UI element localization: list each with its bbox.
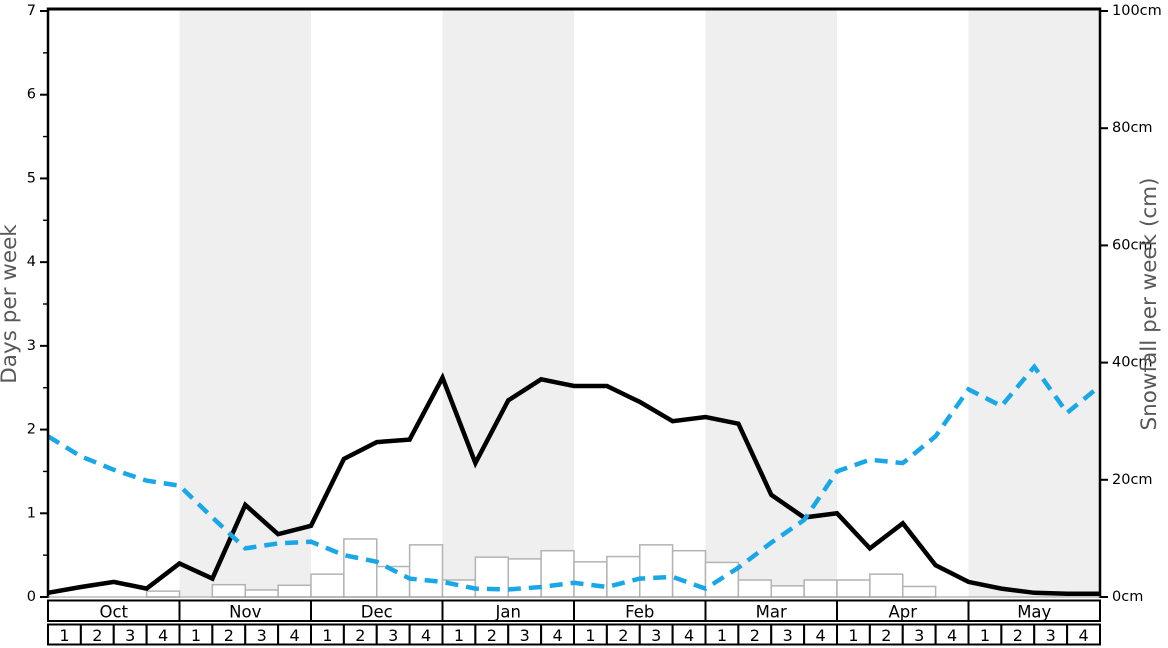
week-label: 1 — [59, 626, 69, 645]
snowfall-bar — [408, 544, 444, 598]
week-label: 2 — [92, 626, 102, 645]
month-label-oct: Oct — [99, 602, 128, 621]
week-label: 1 — [585, 626, 595, 645]
week-label: 1 — [322, 626, 332, 645]
snowfall-bar — [310, 573, 345, 598]
shaded-band-mar — [705, 10, 837, 597]
left-tick-label: 7 — [27, 3, 36, 19]
shaded-band-jan — [442, 10, 574, 597]
week-label: 4 — [552, 626, 562, 645]
month-shading-bands — [179, 10, 1100, 597]
week-label: 2 — [750, 626, 760, 645]
week-label: 1 — [717, 626, 727, 645]
snowfall-bar — [639, 544, 674, 598]
axes-and-ticks: 0 1 2 3 4 5 6 7 0cm 20cm 40cm 60cm 80cm 100cm — [27, 3, 1162, 605]
week-label: 4 — [1078, 626, 1088, 645]
week-label: 3 — [914, 626, 924, 645]
month-label-apr: Apr — [888, 602, 917, 621]
shaded-band-may — [968, 10, 1100, 597]
snowfall-bar — [737, 579, 772, 598]
week-label: 1 — [454, 626, 464, 645]
left-tick-label: 1 — [27, 505, 36, 521]
right-tick-label: 0cm — [1112, 589, 1143, 605]
month-week-table: Oct 1 2 3 4 Nov 1 2 3 4 Dec 1 2 3 4 Jan 1 2 3 4 Feb 1 2 3 4 Mar 1 2… — [47, 599, 1101, 646]
right-tick-label: 20cm — [1112, 472, 1153, 488]
week-label: 3 — [1046, 626, 1056, 645]
week-label: 4 — [947, 626, 957, 645]
left-tick-label: 3 — [27, 338, 36, 354]
left-tick-label: 0 — [27, 589, 36, 605]
month-cell — [967, 599, 1101, 622]
week-label: 2 — [881, 626, 891, 645]
month-label-jan: Jan — [495, 602, 521, 621]
week-label: 3 — [783, 626, 793, 645]
right-tick-label: 40cm — [1112, 355, 1153, 371]
days-per-week-black-solid-line — [47, 372, 1100, 596]
left-tick-label: 4 — [27, 254, 36, 270]
snowfall-bar — [606, 555, 641, 598]
week-label: 2 — [224, 626, 234, 645]
days-per-week-blue-dashed-line — [46, 363, 1102, 592]
left-tick-label: 5 — [27, 170, 36, 186]
month-label-mar: Mar — [756, 602, 787, 621]
week-label: 3 — [257, 626, 267, 645]
snowfall-bar — [803, 579, 838, 598]
week-label: 4 — [684, 626, 694, 645]
week-label: 2 — [1013, 626, 1023, 645]
left-tick-label: 2 — [27, 422, 36, 438]
right-tick-label: 60cm — [1112, 237, 1153, 253]
week-cell — [1066, 623, 1101, 646]
week-label: 1 — [980, 626, 990, 645]
left-axis-title: Days per week — [0, 224, 22, 384]
snowfall-bar — [573, 561, 608, 598]
snowfall-bar — [770, 585, 805, 598]
week-label: 2 — [487, 626, 497, 645]
snowfall-bar — [540, 549, 575, 598]
right-tick-label: 80cm — [1112, 120, 1153, 136]
snowfall-bar — [343, 538, 378, 598]
week-label: 3 — [520, 626, 530, 645]
week-label: 2 — [618, 626, 628, 645]
week-label: 4 — [289, 626, 299, 645]
week-label: 4 — [158, 626, 168, 645]
month-label-nov: Nov — [229, 602, 261, 621]
series-lines — [46, 363, 1102, 596]
right-axis-title: Snowfall per week (cm) — [1137, 178, 1162, 431]
snowfall-bar — [211, 583, 246, 598]
shaded-band-nov — [179, 10, 311, 597]
snowfall-bar — [671, 549, 707, 598]
week-label: 4 — [421, 626, 431, 645]
week-label: 1 — [848, 626, 858, 645]
left-tick-label: 6 — [27, 87, 36, 103]
snowfall-bar — [145, 590, 181, 598]
snowfall-bar — [244, 589, 279, 598]
month-label-feb: Feb — [625, 602, 654, 621]
week-label: 2 — [355, 626, 365, 645]
month-label-may: May — [1017, 602, 1051, 621]
week-label: 3 — [125, 626, 135, 645]
snowfall-bar — [869, 573, 904, 598]
snowfall-bar — [836, 579, 871, 598]
right-tick-label: 100cm — [1112, 3, 1162, 19]
week-label: 3 — [651, 626, 661, 645]
week-label: 1 — [191, 626, 201, 645]
month-label-dec: Dec — [361, 602, 393, 621]
snowfall-bar — [277, 584, 312, 598]
week-label: 4 — [815, 626, 825, 645]
snowfall-bar — [902, 585, 937, 598]
week-label: 3 — [388, 626, 398, 645]
